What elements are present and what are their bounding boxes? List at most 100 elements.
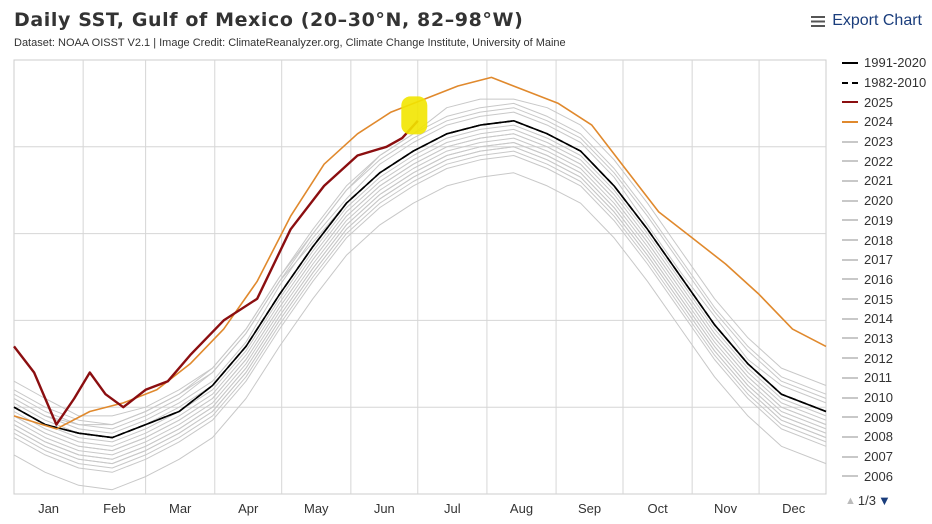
series-line-2012 bbox=[13, 120, 827, 426]
legend-item-1982-2010[interactable]: 1982-2010 bbox=[842, 73, 930, 93]
series-line-2019 bbox=[13, 111, 827, 434]
series-line-2015 bbox=[13, 137, 827, 456]
series-line-2007 bbox=[13, 124, 827, 443]
legend-item-2017[interactable]: 2017 bbox=[842, 250, 930, 270]
legend-item-2006[interactable]: 2006 bbox=[842, 466, 930, 486]
x-tick-label-mar: Mar bbox=[169, 501, 192, 516]
legend-item-2011[interactable]: 2011 bbox=[842, 368, 930, 388]
series-lines bbox=[13, 76, 827, 491]
legend-label: 2023 bbox=[864, 134, 893, 150]
legend-swatch bbox=[842, 81, 858, 84]
legend-swatch bbox=[842, 120, 858, 123]
legend-item-2019[interactable]: 2019 bbox=[842, 211, 930, 231]
legend-swatch bbox=[842, 475, 858, 478]
legend-item-2024[interactable]: 2024 bbox=[842, 112, 930, 132]
x-tick-label-nov: Nov bbox=[714, 501, 738, 516]
legend-item-2016[interactable]: 2016 bbox=[842, 270, 930, 290]
chart-title: Daily SST, Gulf of Mexico (20–30°N, 82–9… bbox=[14, 9, 524, 31]
export-chart-label: Export Chart bbox=[832, 12, 922, 29]
legend-swatch bbox=[842, 357, 858, 360]
x-tick-label-jul: Jul bbox=[444, 501, 461, 516]
legend-label: 2016 bbox=[864, 271, 893, 287]
highlight-marker bbox=[401, 96, 428, 135]
legend-item-2014[interactable]: 2014 bbox=[842, 309, 930, 329]
legend-swatch bbox=[842, 396, 858, 399]
legend-pager[interactable]: ▲ 1/3 ▼ bbox=[845, 493, 891, 508]
legend-item-2020[interactable]: 2020 bbox=[842, 191, 930, 211]
legend-label: 2010 bbox=[864, 390, 893, 406]
legend-label: 2017 bbox=[864, 252, 893, 268]
plot-border bbox=[13, 59, 827, 495]
legend-item-2012[interactable]: 2012 bbox=[842, 348, 930, 368]
x-axis-labels: Jan Feb Mar Apr May Jun Jul Aug Sep Oct Nov Dec bbox=[38, 501, 806, 516]
x-tick-label-jun: Jun bbox=[374, 501, 395, 516]
series-line-2006 bbox=[13, 146, 827, 465]
legend-label: 2014 bbox=[864, 311, 893, 327]
legend-item-2018[interactable]: 2018 bbox=[842, 230, 930, 250]
x-tick-label-feb: Feb bbox=[103, 501, 125, 516]
legend-label: 2012 bbox=[864, 350, 893, 366]
legend-item-2025[interactable]: 2025 bbox=[842, 92, 930, 112]
legend-item-2021[interactable]: 2021 bbox=[842, 171, 930, 191]
grid bbox=[13, 59, 827, 495]
legend-swatch bbox=[842, 317, 858, 320]
legend-swatch bbox=[842, 298, 858, 301]
legend-label: 2007 bbox=[864, 449, 893, 465]
highlight-marker-shape bbox=[401, 96, 428, 135]
series-line-2016 bbox=[13, 128, 827, 447]
series-line-2013 bbox=[13, 155, 827, 473]
legend-swatch bbox=[842, 101, 858, 104]
legend-label: 2008 bbox=[864, 429, 893, 445]
legend-swatch bbox=[842, 278, 858, 281]
legend-label: 2019 bbox=[864, 212, 893, 228]
legend-label: 2021 bbox=[864, 173, 893, 189]
x-tick-label-jan: Jan bbox=[38, 501, 59, 516]
pager-up-icon[interactable]: ▲ bbox=[845, 494, 856, 507]
pager-down-icon[interactable]: ▼ bbox=[877, 493, 891, 508]
series-line-1982-2010 bbox=[13, 120, 827, 439]
legend-swatch bbox=[842, 239, 858, 242]
legend-item-2008[interactable]: 2008 bbox=[842, 427, 930, 447]
chart-subtitle: Dataset: NOAA OISST V2.1 | Image Credit:… bbox=[14, 37, 566, 49]
legend-label: 2018 bbox=[864, 232, 893, 248]
series-line-2017 bbox=[13, 120, 827, 439]
x-tick-label-may: May bbox=[304, 501, 329, 516]
menu-icon bbox=[811, 15, 826, 27]
legend-swatch bbox=[842, 160, 858, 163]
legend-swatch bbox=[842, 455, 858, 458]
legend-label: 2020 bbox=[864, 193, 893, 209]
legend-label: 1982-2010 bbox=[864, 75, 927, 91]
legend-swatch bbox=[842, 435, 858, 438]
series-line-2008 bbox=[13, 150, 827, 469]
legend-label: 2015 bbox=[864, 291, 893, 307]
legend-label: 2022 bbox=[864, 153, 893, 169]
series-line-2022 bbox=[13, 107, 827, 430]
legend-item-2022[interactable]: 2022 bbox=[842, 151, 930, 171]
pager-label: 1/3 bbox=[857, 493, 876, 508]
x-tick-label-oct: Oct bbox=[647, 501, 668, 516]
legend-swatch bbox=[842, 258, 858, 261]
series-line-2010 bbox=[13, 172, 827, 491]
export-chart-button[interactable]: Export Chart bbox=[811, 12, 922, 30]
legend-item-2007[interactable]: 2007 bbox=[842, 447, 930, 467]
series-line-2009 bbox=[13, 133, 827, 452]
series-line-2018 bbox=[13, 142, 827, 460]
legend-item-1991-2020[interactable]: 1991-2020 bbox=[842, 53, 930, 73]
legend-label: 2009 bbox=[864, 409, 893, 425]
legend-label: 2024 bbox=[864, 114, 893, 130]
x-tick-label-aug: Aug bbox=[510, 501, 533, 516]
series-line-2014 bbox=[13, 146, 827, 465]
legend-swatch bbox=[842, 337, 858, 340]
legend-item-2009[interactable]: 2009 bbox=[842, 407, 930, 427]
x-tick-label-dec: Dec bbox=[782, 501, 806, 516]
legend: 1991-2020 1982-2010 2025 2024 2023 2022 2021 20… bbox=[842, 53, 930, 486]
legend-item-2013[interactable]: 2013 bbox=[842, 329, 930, 349]
legend-label: 2006 bbox=[864, 468, 893, 484]
legend-label: 1991-2020 bbox=[864, 55, 927, 71]
x-tick-label-sep: Sep bbox=[578, 501, 601, 516]
legend-item-2010[interactable]: 2010 bbox=[842, 388, 930, 408]
legend-item-2015[interactable]: 2015 bbox=[842, 289, 930, 309]
legend-item-2023[interactable]: 2023 bbox=[842, 132, 930, 152]
legend-swatch bbox=[842, 199, 858, 202]
legend-swatch bbox=[842, 376, 858, 379]
